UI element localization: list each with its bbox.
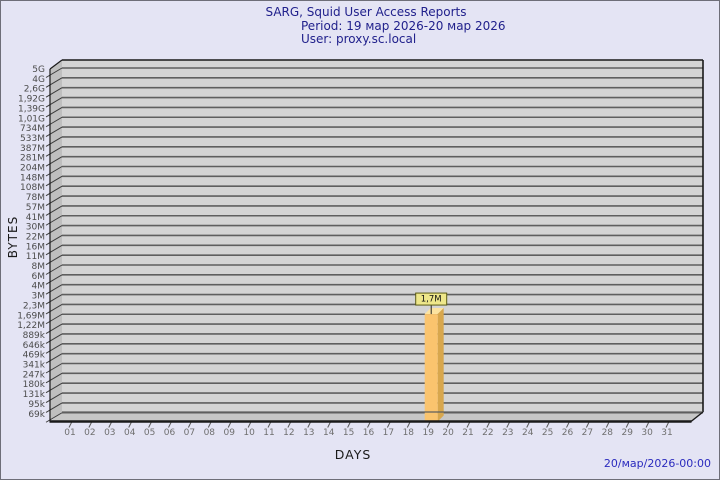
tick-label: 469k [23, 351, 46, 361]
tick-label: 08 [204, 428, 216, 438]
tick-label: 21 [462, 428, 473, 438]
tick-label: 148M [20, 173, 45, 183]
bar-top-face [424, 308, 444, 315]
chart-subtitle-user: User: proxy.sc.local [301, 32, 417, 46]
tick-label: 4M [32, 282, 46, 292]
tick-label: 41M [26, 213, 45, 223]
tick-label: 24 [522, 428, 534, 438]
tick-label: 18 [403, 428, 415, 438]
tick-label: 22 [482, 428, 493, 438]
tick-label: 8M [32, 262, 46, 272]
x-axis-title: DAYS [334, 447, 372, 462]
tick-label: 06 [164, 428, 176, 438]
tick-label: 108M [20, 183, 45, 193]
chart-subtitle-period: Period: 19 мар 2026-20 мар 2026 [301, 19, 506, 33]
tick-label: 11 [263, 428, 274, 438]
tick-label: 1,92G [18, 95, 45, 105]
tick-label: 16 [363, 428, 375, 438]
tick-label: 19 [422, 428, 434, 438]
tick-label: 29 [621, 428, 633, 438]
tick-label: 95k [28, 400, 45, 410]
tick-label: 646k [23, 341, 46, 351]
tick-label: 13 [303, 428, 314, 438]
tick-label: 12 [283, 428, 294, 438]
tick-label: 3M [32, 292, 46, 302]
tick-label: 11M [26, 252, 45, 262]
plot-frame [49, 59, 704, 423]
y-axis-ticks: 5G4G2,6G1,92G1,39G1,01G734M533M387M281M2… [17, 65, 46, 420]
tick-label: 533M [20, 134, 45, 144]
tick-label: 03 [104, 428, 115, 438]
tick-label: 1,39G [18, 104, 45, 114]
tick-label: 1,22M [17, 321, 45, 331]
tick-label: 17 [383, 428, 394, 438]
tick-label: 204M [20, 164, 45, 174]
tick-label: 20 [442, 428, 454, 438]
bar-side-face [437, 308, 444, 422]
report-timestamp: 20/мар/2026-00:00 [603, 457, 711, 470]
tick-label: 57M [26, 203, 45, 213]
tick-label: 01 [64, 428, 75, 438]
tick-label: 22M [26, 232, 45, 242]
chart-title: SARG, Squid User Access Reports [265, 5, 467, 19]
tick-label: 1,01G [18, 114, 45, 124]
tick-label: 387M [20, 144, 45, 154]
tick-label: 341k [23, 361, 46, 371]
tick-label: 14 [323, 428, 335, 438]
tick-label: 131k [23, 390, 46, 400]
tick-label: 26 [562, 428, 574, 438]
tick-label: 16M [26, 242, 45, 252]
tick-label: 05 [144, 428, 155, 438]
tick-label: 10 [243, 428, 255, 438]
tick-label: 25 [542, 428, 553, 438]
tick-label: 31 [661, 428, 672, 438]
bar-value-label: 1,7M [421, 295, 442, 305]
tick-label: 30M [26, 223, 45, 233]
tick-label: 4G [32, 75, 45, 85]
tick-label: 6M [32, 272, 46, 282]
tick-label: 69k [28, 410, 45, 420]
tick-label: 2,3M [23, 301, 45, 311]
tick-label: 734M [20, 124, 45, 134]
tick-label: 78M [26, 193, 45, 203]
tick-label: 30 [641, 428, 653, 438]
tick-label: 28 [602, 428, 614, 438]
tick-label: 247k [23, 370, 46, 380]
tick-label: 889k [23, 331, 46, 341]
tick-label: 23 [502, 428, 513, 438]
tick-label: 1,69M [17, 311, 45, 321]
y-axis-title: BYTES [6, 215, 20, 259]
tick-label: 2,6G [24, 85, 45, 95]
bar-front-face [424, 314, 438, 422]
tick-label: 15 [343, 428, 354, 438]
x-axis-ticks: 01 02 03 04 05 06 07 08 09 10 11 12 13 14 15 16 17 18 19 20… [64, 421, 673, 438]
floor-3d [50, 412, 703, 422]
tick-label: 04 [124, 428, 136, 438]
bar-day-19: 1,7M [415, 292, 448, 422]
tick-label: 281M [20, 154, 45, 164]
tick-label: 02 [84, 428, 95, 438]
y-gridlines [45, 67, 703, 423]
bar-value-box [415, 292, 448, 306]
tick-label: 27 [582, 428, 593, 438]
tick-label: 07 [184, 428, 195, 438]
tick-label: 180k [23, 380, 46, 390]
left-wall-3d [50, 60, 62, 421]
tick-label: 5G [32, 65, 45, 75]
tick-label: 09 [223, 428, 235, 438]
